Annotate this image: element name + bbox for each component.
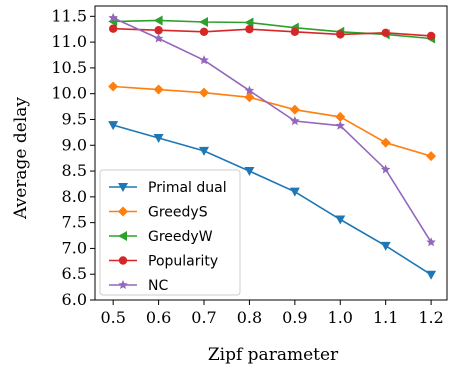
data-point [426,270,437,280]
y-tick-label: 7.5 [62,213,87,232]
legend-item: Popularity [109,254,218,270]
x-tick-label: 0.7 [191,308,216,327]
data-point [108,121,119,131]
data-point [153,84,164,95]
y-tick-label: 6.5 [62,264,87,283]
x-tick-label: 0.5 [100,308,125,327]
y-axis-label: Average delay [11,97,31,220]
data-point [289,187,300,197]
series-line [112,124,432,276]
y-tick-label: 7.0 [62,238,87,257]
y-tick-label: 11.5 [51,6,87,25]
data-point [153,15,163,26]
legend-item: Primal dual [109,180,227,196]
x-axis-label: Zipf parameter [208,345,339,365]
data-point [153,134,164,144]
y-tick-label: 6.0 [62,290,87,309]
series-primal-dual [108,121,437,280]
data-point [380,137,391,148]
series-nc [108,12,436,247]
legend-item: NC [109,278,168,294]
data-point [289,104,300,115]
data-point [199,27,209,36]
legend-swatch-marker [118,231,127,241]
x-tick-label: 0.8 [237,308,262,327]
data-point [336,30,345,39]
y-tick-label: 11.0 [51,32,87,51]
x-tick-label: 1.2 [418,308,443,327]
y-tick-label: 8.0 [62,187,87,206]
series-layer [108,12,437,280]
series-popularity [108,24,436,41]
data-point [108,24,118,33]
legend-item: GreedyW [109,229,213,245]
y-tick-label: 10.0 [51,84,87,103]
data-point [245,25,254,34]
data-point [199,16,209,27]
data-point [426,237,436,247]
data-point [244,92,255,103]
legend-swatch-marker [118,206,128,217]
series-line [112,17,432,243]
legend-label: NC [148,278,168,294]
data-point [108,81,119,92]
data-point [380,164,391,174]
data-point [335,120,346,130]
data-point [335,215,346,225]
data-point [153,33,164,43]
legend-label: Popularity [148,254,218,270]
series-line [113,85,432,157]
legend-swatch-marker [118,183,128,192]
x-tick-label: 0.9 [282,308,307,327]
data-point [199,87,210,98]
x-tick-label: 0.6 [146,308,171,327]
series-line [113,19,432,40]
legend-box [99,169,241,296]
data-point [244,85,255,95]
data-point [290,116,300,126]
legend-label: Primal dual [148,180,227,196]
data-point [426,151,437,162]
ticks-layer: 6.0 6.5 7.0 7.5 8.0 8.5 9.0 9.5 10.0 10.5 11.0 11.5… [51,6,443,327]
y-tick-label: 9.0 [62,135,87,154]
y-tick-label: 9.5 [62,109,87,128]
data-point [199,146,210,156]
legend-item: GreedyS [109,205,208,221]
data-point [381,28,390,38]
y-tick-label: 8.5 [62,161,87,180]
series-greedys [108,81,437,162]
data-point [380,241,391,251]
data-point [244,17,254,28]
y-tick-label: 10.5 [51,58,87,77]
plot-area [94,5,448,301]
data-point [335,111,346,122]
data-point [199,55,209,65]
data-point [108,12,118,22]
x-tick-label: 1.0 [328,308,353,327]
x-tick-label: 1.1 [373,308,398,327]
plot-frame [94,5,448,301]
legend: Primal dual GreedyS GreedyW Popularity NC [99,169,241,296]
legend-swatch-marker [118,256,128,265]
data-point [290,27,300,36]
data-point [244,167,255,177]
data-point [426,31,436,41]
legend-label: GreedyW [148,229,213,245]
data-point [154,26,163,35]
series-line [113,27,432,37]
legend-label: GreedyS [148,205,208,221]
legend-swatch-marker [118,280,128,290]
